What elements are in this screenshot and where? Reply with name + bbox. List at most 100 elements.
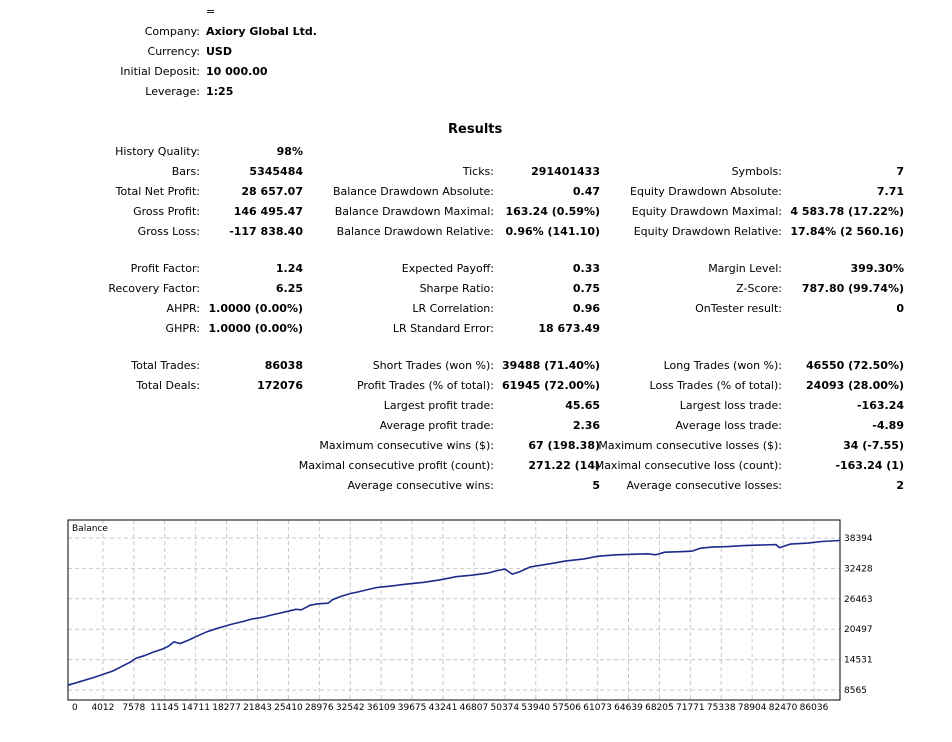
z-score-label: Z-Score: <box>736 282 782 295</box>
symbols-label: Symbols: <box>731 165 782 178</box>
loss-trades-value: 24093 (28.00%) <box>806 379 904 392</box>
profit-trades-value: 61945 (72.00%) <box>502 379 600 392</box>
chart-title: Balance <box>72 524 108 534</box>
profit-factor-value: 1.24 <box>275 262 303 275</box>
y-tick-label: 14531 <box>844 656 873 666</box>
ghpr-value: 1.0000 (0.00%) <box>208 322 304 335</box>
max-consecutive-profit-label: Maximal consecutive profit (count): <box>298 459 494 472</box>
x-tick-label: 75338 <box>707 703 736 713</box>
max-consecutive-loss-label: Maximal consecutive loss (count): <box>594 459 782 472</box>
ticks-value: 291401433 <box>531 165 600 178</box>
largest-loss-trade-value: -163.24 <box>856 399 904 412</box>
balance-dd-maximal-value: 163.24 (0.59%) <box>505 205 601 218</box>
ticks-label: Ticks: <box>462 165 494 178</box>
ghpr-label: GHPR: <box>165 322 200 335</box>
short-trades-value: 39488 (71.40%) <box>502 359 600 372</box>
expected-payoff-value: 0.33 <box>572 262 600 275</box>
symbols-value: 7 <box>896 165 904 178</box>
x-tick-label: 78904 <box>738 703 767 713</box>
chart-grid <box>68 520 840 700</box>
balance-dd-maximal-label: Balance Drawdown Maximal: <box>334 205 494 218</box>
largest-loss-trade-label: Largest loss trade: <box>679 399 782 412</box>
sharpe-ratio-label: Sharpe Ratio: <box>419 282 494 295</box>
total-trades-value: 86038 <box>264 359 303 372</box>
equity-dd-relative-value: 17.84% (2 560.16) <box>790 225 904 238</box>
equity-dd-absolute-label: Equity Drawdown Absolute: <box>630 185 782 198</box>
total-deals-value: 172076 <box>257 379 303 392</box>
margin-level-label: Margin Level: <box>708 262 782 275</box>
separator-line: = <box>206 5 216 18</box>
x-axis-ticks: 0 4012 7578 11145 14711 18277 21843 25410 28976 3… <box>72 703 829 713</box>
x-tick-label: 18277 <box>212 703 241 713</box>
balance-dd-relative-label: Balance Drawdown Relative: <box>336 225 494 238</box>
largest-profit-trade-label: Largest profit trade: <box>383 399 494 412</box>
sharpe-ratio-value: 0.75 <box>572 282 600 295</box>
bars-label: Bars: <box>171 165 200 178</box>
max-consecutive-wins-value: 67 (198.38) <box>528 439 600 452</box>
balance-dd-relative-value: 0.96% (141.10) <box>505 225 601 238</box>
avg-consecutive-wins-label: Average consecutive wins: <box>347 479 494 492</box>
equity-dd-relative-label: Equity Drawdown Relative: <box>633 225 782 238</box>
x-tick-label: 61073 <box>583 703 612 713</box>
ahpr-value: 1.0000 (0.00%) <box>208 302 304 315</box>
x-tick-label: 53940 <box>521 703 550 713</box>
company-value: Axiory Global Ltd. <box>206 25 317 38</box>
x-tick-label: 43241 <box>429 703 458 713</box>
y-tick-label: 8565 <box>844 686 867 696</box>
max-consecutive-losses-value: 34 (-7.55) <box>843 439 904 452</box>
ahpr-label: AHPR: <box>166 302 200 315</box>
balance-line <box>67 539 841 686</box>
balance-dd-absolute-label: Balance Drawdown Absolute: <box>332 185 494 198</box>
gross-profit-value: 146 495.47 <box>233 205 303 218</box>
average-profit-trade-label: Average profit trade: <box>379 419 494 432</box>
y-tick-label: 26463 <box>844 595 873 605</box>
initial-deposit-value: 10 000.00 <box>206 65 268 78</box>
x-tick-label: 50374 <box>491 703 520 713</box>
ontester-result-value: 0 <box>896 302 904 315</box>
equity-dd-maximal-label: Equity Drawdown Maximal: <box>631 205 782 218</box>
z-score-value: 787.80 (99.74%) <box>801 282 904 295</box>
gross-loss-value: -117 838.40 <box>229 225 303 238</box>
y-tick-label: 32428 <box>844 564 873 574</box>
y-tick-label: 38394 <box>844 534 873 544</box>
lr-standard-error-value: 18 673.49 <box>538 322 600 335</box>
long-trades-value: 46550 (72.50%) <box>806 359 904 372</box>
x-tick-label: 71771 <box>676 703 705 713</box>
x-tick-label: 14711 <box>181 703 210 713</box>
leverage-value: 1:25 <box>206 85 234 98</box>
x-tick-label: 86036 <box>800 703 829 713</box>
x-tick-label: 32542 <box>336 703 365 713</box>
x-tick-label: 11145 <box>150 703 179 713</box>
equity-dd-maximal-value: 4 583.78 (17.22%) <box>790 205 904 218</box>
history-quality-value: 98% <box>276 145 303 158</box>
x-tick-label: 25410 <box>274 703 303 713</box>
long-trades-label: Long Trades (won %): <box>663 359 782 372</box>
leverage-label: Leverage: <box>145 85 200 98</box>
avg-consecutive-wins-value: 5 <box>592 479 600 492</box>
average-loss-trade-label: Average loss trade: <box>675 419 782 432</box>
chart-plot-area <box>67 519 841 701</box>
total-net-profit-label: Total Net Profit: <box>115 185 200 198</box>
recovery-factor-label: Recovery Factor: <box>108 282 200 295</box>
x-tick-label: 21843 <box>243 703 272 713</box>
x-tick-label: 46807 <box>460 703 489 713</box>
equity-dd-absolute-value: 7.71 <box>876 185 904 198</box>
initial-deposit-label: Initial Deposit: <box>120 65 200 78</box>
balance-dd-absolute-value: 0.47 <box>572 185 600 198</box>
total-deals-label: Total Deals: <box>136 379 200 392</box>
ontester-result-label: OnTester result: <box>695 302 782 315</box>
avg-consecutive-losses-label: Average consecutive losses: <box>626 479 782 492</box>
total-trades-label: Total Trades: <box>131 359 200 372</box>
average-profit-trade-value: 2.36 <box>572 419 600 432</box>
x-tick-label: 36109 <box>367 703 396 713</box>
recovery-factor-value: 6.25 <box>275 282 303 295</box>
short-trades-label: Short Trades (won %): <box>372 359 494 372</box>
lr-standard-error-label: LR Standard Error: <box>392 322 494 335</box>
x-tick-label: 39675 <box>398 703 427 713</box>
avg-consecutive-losses-value: 2 <box>896 479 904 492</box>
average-loss-trade-value: -4.89 <box>872 419 904 432</box>
max-consecutive-loss-value: -163.24 (1) <box>835 459 904 472</box>
total-net-profit-value: 28 657.07 <box>241 185 303 198</box>
loss-trades-label: Loss Trades (% of total): <box>649 379 782 392</box>
x-tick-label: 7578 <box>122 703 145 713</box>
